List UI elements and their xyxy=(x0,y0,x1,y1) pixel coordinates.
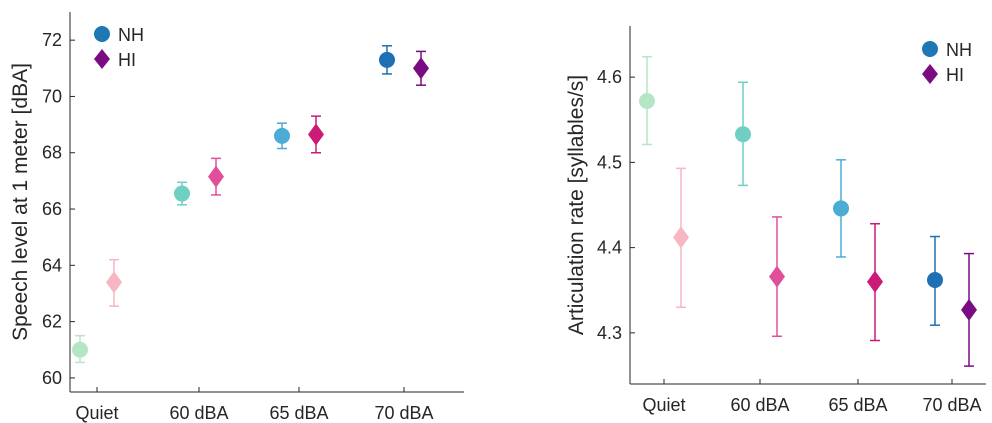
legend-label-nh: NH xyxy=(118,25,144,45)
y-tick-label: 64 xyxy=(42,255,62,275)
articulation-rate-plot: 4.3 4.4 4.5 4.6 Quiet 60 dBA 65 dBA 70 dBA Artic… xyxy=(565,26,986,415)
data-point-nh xyxy=(72,341,88,358)
legend-marker-hi xyxy=(922,64,938,84)
x-tick-label: 65 dBA xyxy=(828,395,887,415)
y-tick-label: 68 xyxy=(42,143,62,163)
data-point-hi xyxy=(208,165,224,188)
data-point-hi xyxy=(413,57,429,80)
legend-marker-nh xyxy=(94,26,110,42)
y-tick-label: 72 xyxy=(42,30,62,50)
y-tick-label: 4.3 xyxy=(597,323,622,343)
legend-marker-nh xyxy=(922,41,938,57)
speech-level-plot: 60 62 64 66 68 70 72 Quiet 60 dBA 65 dBA 70 dBA Spe… xyxy=(9,12,464,423)
y-axis-label: Speech level at 1 meter [dBA] xyxy=(9,63,32,341)
legend-label-hi: HI xyxy=(946,65,964,85)
x-tick-label: 70 dBA xyxy=(922,395,981,415)
data-point-nh xyxy=(174,185,190,202)
y-tick-label: 4.5 xyxy=(597,152,622,172)
data-point-nh xyxy=(735,126,751,143)
legend-label-hi: HI xyxy=(118,50,136,70)
data-point-nh xyxy=(379,51,395,68)
y-tick-label: 70 xyxy=(42,86,62,106)
x-tick-label: 60 dBA xyxy=(730,395,789,415)
x-tick-label: Quiet xyxy=(642,395,685,415)
data-point-hi xyxy=(308,123,324,146)
y-tick-label: 4.6 xyxy=(597,67,622,87)
y-tick-label: 4.4 xyxy=(597,238,622,258)
data-point-nh xyxy=(274,127,290,144)
x-tick-label: Quiet xyxy=(75,403,118,423)
x-tick-label: 70 dBA xyxy=(374,403,433,423)
legend-label-nh: NH xyxy=(946,40,972,60)
data-point-hi xyxy=(867,270,883,293)
data-point-nh xyxy=(833,200,849,217)
y-tick-label: 60 xyxy=(42,368,62,388)
data-point-nh xyxy=(927,272,943,289)
data-point-hi xyxy=(673,226,689,249)
x-tick-label: 60 dBA xyxy=(169,403,228,423)
data-point-hi xyxy=(769,265,785,288)
data-point-nh xyxy=(639,93,655,110)
x-tick-label: 65 dBA xyxy=(269,403,328,423)
legend-marker-hi xyxy=(94,49,110,69)
data-point-hi xyxy=(961,298,977,321)
y-tick-label: 66 xyxy=(42,199,62,219)
y-axis-label: Articulation rate [syllables/s] xyxy=(565,75,588,335)
data-point-hi xyxy=(106,271,122,294)
y-tick-label: 62 xyxy=(42,312,62,332)
